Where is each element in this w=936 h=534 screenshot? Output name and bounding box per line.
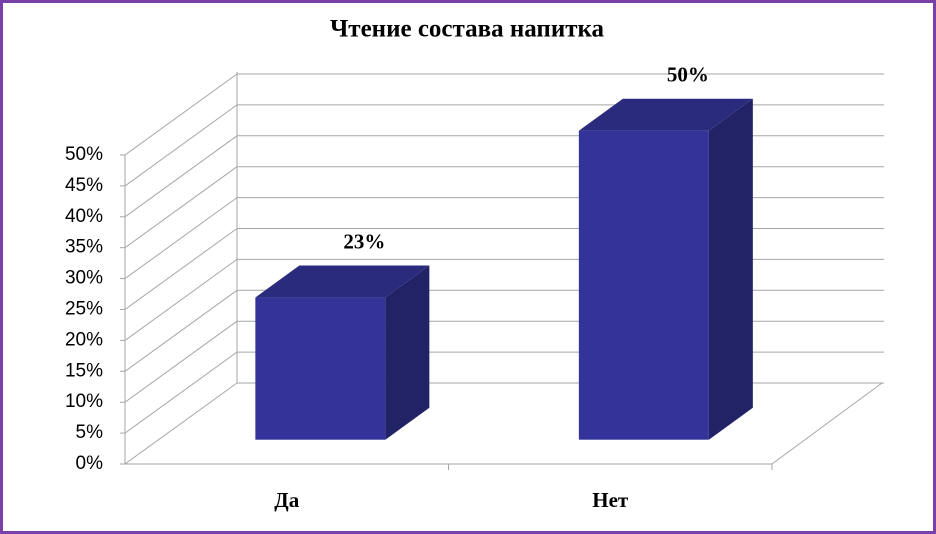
grid-line (124, 104, 238, 187)
grid-line (124, 73, 238, 156)
y-tick-label: 20% (65, 329, 103, 350)
y-tick-label: 30% (65, 268, 103, 289)
grid-line (124, 382, 238, 465)
y-tick-label: 45% (65, 175, 103, 196)
y-tick-label: 0% (76, 453, 104, 474)
bar-side (708, 98, 753, 440)
y-tick-label: 35% (65, 237, 103, 258)
bar-top (578, 98, 753, 131)
y-tick-label: 10% (65, 391, 103, 412)
x-tick-label: Да (274, 488, 299, 512)
bar (255, 297, 386, 440)
grid-line (124, 320, 238, 403)
y-tick-label: 40% (65, 206, 103, 227)
grid-line (124, 135, 238, 218)
y-tick-label: 5% (76, 422, 104, 443)
grid-line (124, 228, 238, 310)
bar (578, 130, 709, 440)
floor-right (771, 382, 883, 465)
y-tick-label: 50% (65, 144, 103, 165)
y-tick-label: 25% (65, 299, 103, 320)
y-tick-label: 15% (65, 360, 103, 381)
bar-top (255, 265, 430, 298)
value-label: 50% (667, 63, 709, 87)
value-label: 23% (343, 229, 385, 253)
grid-line (124, 351, 238, 434)
grid-line (124, 166, 238, 249)
chart-title: Чтение состава напитка (330, 16, 605, 43)
bar-side (385, 265, 430, 440)
x-tick-label: Нет (592, 488, 629, 512)
grid-line (124, 197, 238, 280)
grid-line (124, 258, 238, 341)
grid-line (124, 289, 238, 372)
